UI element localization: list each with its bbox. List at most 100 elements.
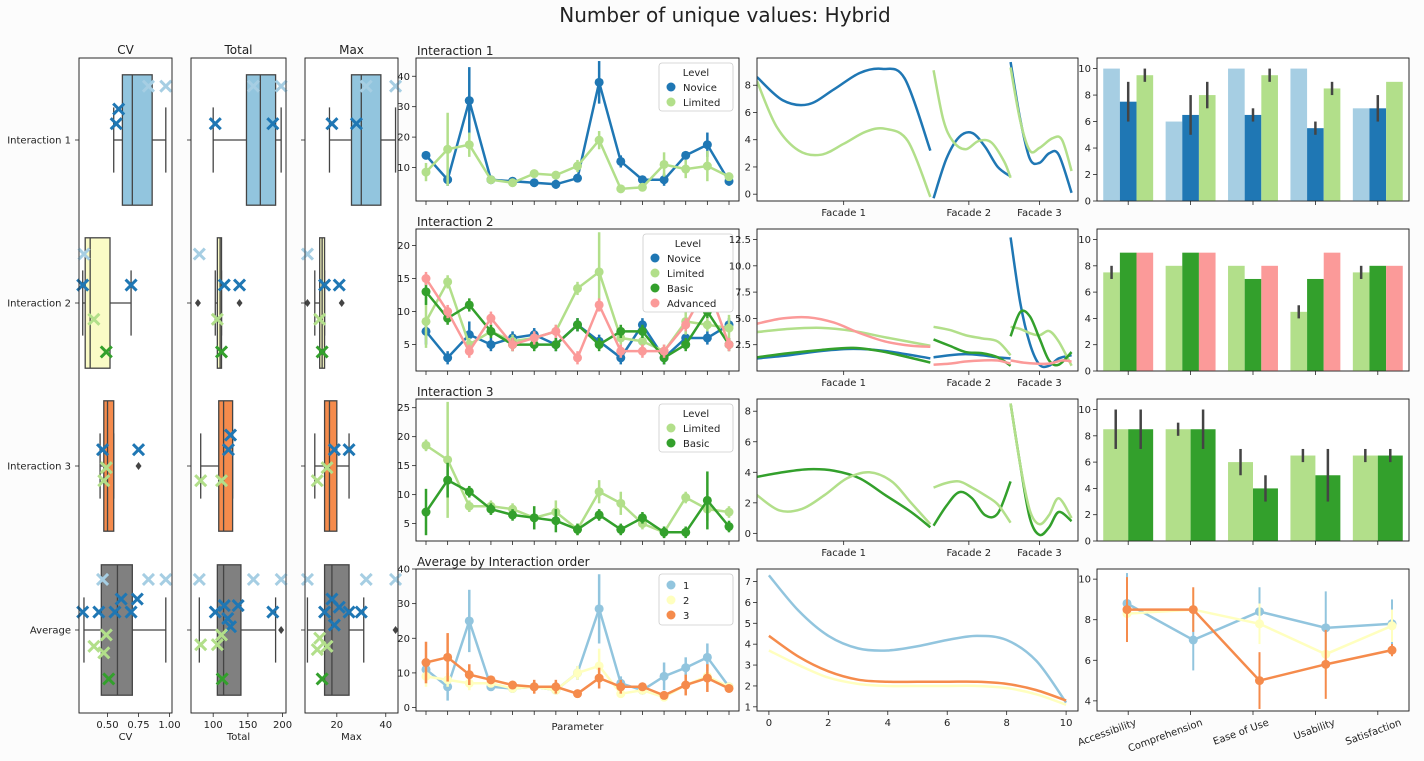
curve_avg-ytick-label: 5 bbox=[745, 619, 751, 630]
data-point bbox=[508, 340, 517, 349]
figure-title: Number of unique values: Hybrid bbox=[559, 3, 890, 27]
data-point bbox=[486, 505, 495, 514]
data-point bbox=[573, 668, 582, 677]
data-point bbox=[551, 171, 560, 180]
point_avg-ytick-label: 0 bbox=[404, 703, 410, 714]
bar_2-ytick-label: 4 bbox=[1085, 314, 1091, 325]
data-point bbox=[465, 502, 474, 511]
legend-marker bbox=[667, 83, 676, 92]
data-point bbox=[595, 674, 604, 683]
data-point bbox=[486, 314, 495, 323]
bar bbox=[1137, 253, 1154, 371]
curve_3-ytick-label: 6 bbox=[745, 437, 751, 448]
data-point bbox=[638, 327, 647, 336]
curve_1-ytick-label: 8 bbox=[745, 81, 751, 92]
data-point bbox=[422, 287, 431, 296]
category-label: Ease of Use bbox=[1212, 717, 1271, 747]
data-point bbox=[638, 513, 647, 522]
bar bbox=[1166, 429, 1191, 541]
point_2-ytick-label: 10 bbox=[397, 307, 410, 318]
curve_avg-xtick-label: 10 bbox=[1060, 718, 1073, 729]
curve_avg-ytick-label: 7 bbox=[745, 577, 751, 588]
bar bbox=[1245, 115, 1262, 201]
box_total-xtick-label: 200 bbox=[273, 720, 292, 731]
data-point bbox=[595, 300, 604, 309]
data-point bbox=[638, 682, 647, 691]
data-point bbox=[725, 522, 734, 531]
curve_2-ytick-label: 5.0 bbox=[735, 314, 751, 325]
data-point bbox=[573, 162, 582, 171]
data-point bbox=[443, 653, 452, 662]
data-point bbox=[595, 78, 604, 87]
point_avg-ytick-label: 40 bbox=[397, 565, 410, 576]
data-point bbox=[443, 277, 452, 286]
point_2-ytick-label: 5 bbox=[404, 340, 410, 351]
data-point bbox=[703, 653, 712, 662]
data-point bbox=[508, 681, 517, 690]
curve_avg-ytick-label: 3 bbox=[745, 661, 751, 672]
bar_1-ytick-label: 6 bbox=[1085, 117, 1091, 128]
box_total-xlabel: Total bbox=[226, 732, 250, 743]
curve_3-xtick-label: Facade 3 bbox=[1017, 548, 1062, 559]
data-point bbox=[422, 441, 431, 450]
point_1-ytick-label: 20 bbox=[397, 133, 410, 144]
data-point bbox=[573, 284, 582, 293]
curve_2-xtick-label: Facade 3 bbox=[1017, 378, 1062, 389]
point_avg-ytick-label: 20 bbox=[397, 634, 410, 645]
curve_avg-xtick-label: 2 bbox=[825, 718, 831, 729]
box_cv-xtick-label: 1.00 bbox=[158, 720, 180, 731]
bar bbox=[1137, 75, 1154, 201]
data-point bbox=[530, 682, 539, 691]
data-point bbox=[1123, 605, 1132, 614]
legend-label: Novice bbox=[683, 83, 717, 94]
data-point bbox=[443, 353, 452, 362]
box-body bbox=[122, 75, 152, 205]
box-body bbox=[352, 75, 381, 205]
bar_1-ytick-label: 0 bbox=[1085, 197, 1091, 208]
data-point bbox=[725, 340, 734, 349]
box_max-xtick-label: 20 bbox=[330, 720, 343, 731]
box-body bbox=[325, 565, 349, 695]
point_avg-xlabel: Parameter bbox=[551, 722, 604, 733]
data-point bbox=[616, 525, 625, 534]
data-point bbox=[422, 168, 431, 177]
bar_2-ytick-label: 0 bbox=[1085, 367, 1091, 378]
box_cv-xtick-label: 0.75 bbox=[127, 720, 149, 731]
data-point bbox=[616, 327, 625, 336]
data-point bbox=[595, 340, 604, 349]
point_avg-ytick-label: 30 bbox=[397, 599, 410, 610]
data-point bbox=[530, 178, 539, 187]
curve_avg-xtick-label: 4 bbox=[885, 718, 891, 729]
bar_3-ytick-label: 8 bbox=[1085, 431, 1091, 442]
curve_1-ytick-label: 2 bbox=[745, 162, 751, 173]
bar bbox=[1261, 75, 1278, 201]
bar_1-ytick-label: 8 bbox=[1085, 91, 1091, 102]
data-point bbox=[595, 136, 604, 145]
data-point bbox=[616, 347, 625, 356]
legend-title: Level bbox=[675, 239, 701, 250]
data-point bbox=[660, 672, 669, 681]
legend-label: Novice bbox=[667, 254, 701, 265]
data-point bbox=[703, 674, 712, 683]
data-point bbox=[530, 333, 539, 342]
bar_avg-ytick-label: 4 bbox=[1085, 696, 1091, 707]
bar bbox=[1199, 253, 1216, 371]
legend-marker bbox=[667, 581, 676, 590]
bar bbox=[1386, 266, 1403, 371]
curve_3-xtick-label: Facade 2 bbox=[947, 548, 992, 559]
curve_2-ytick-label: 10.0 bbox=[729, 261, 751, 272]
data-point bbox=[681, 663, 690, 672]
curve_2-ytick-label: 2.5 bbox=[735, 340, 751, 351]
bar_3-ytick-label: 10 bbox=[1078, 405, 1091, 416]
data-point bbox=[681, 493, 690, 502]
data-point bbox=[465, 300, 474, 309]
data-point bbox=[681, 681, 690, 690]
data-point bbox=[573, 689, 582, 698]
data-point bbox=[1255, 619, 1264, 628]
legend-marker bbox=[667, 611, 676, 620]
box_cv-xlabel: CV bbox=[119, 732, 133, 743]
legend-label: Limited bbox=[683, 424, 720, 435]
data-point bbox=[422, 274, 431, 283]
bar_avg-ytick-label: 10 bbox=[1078, 575, 1091, 586]
